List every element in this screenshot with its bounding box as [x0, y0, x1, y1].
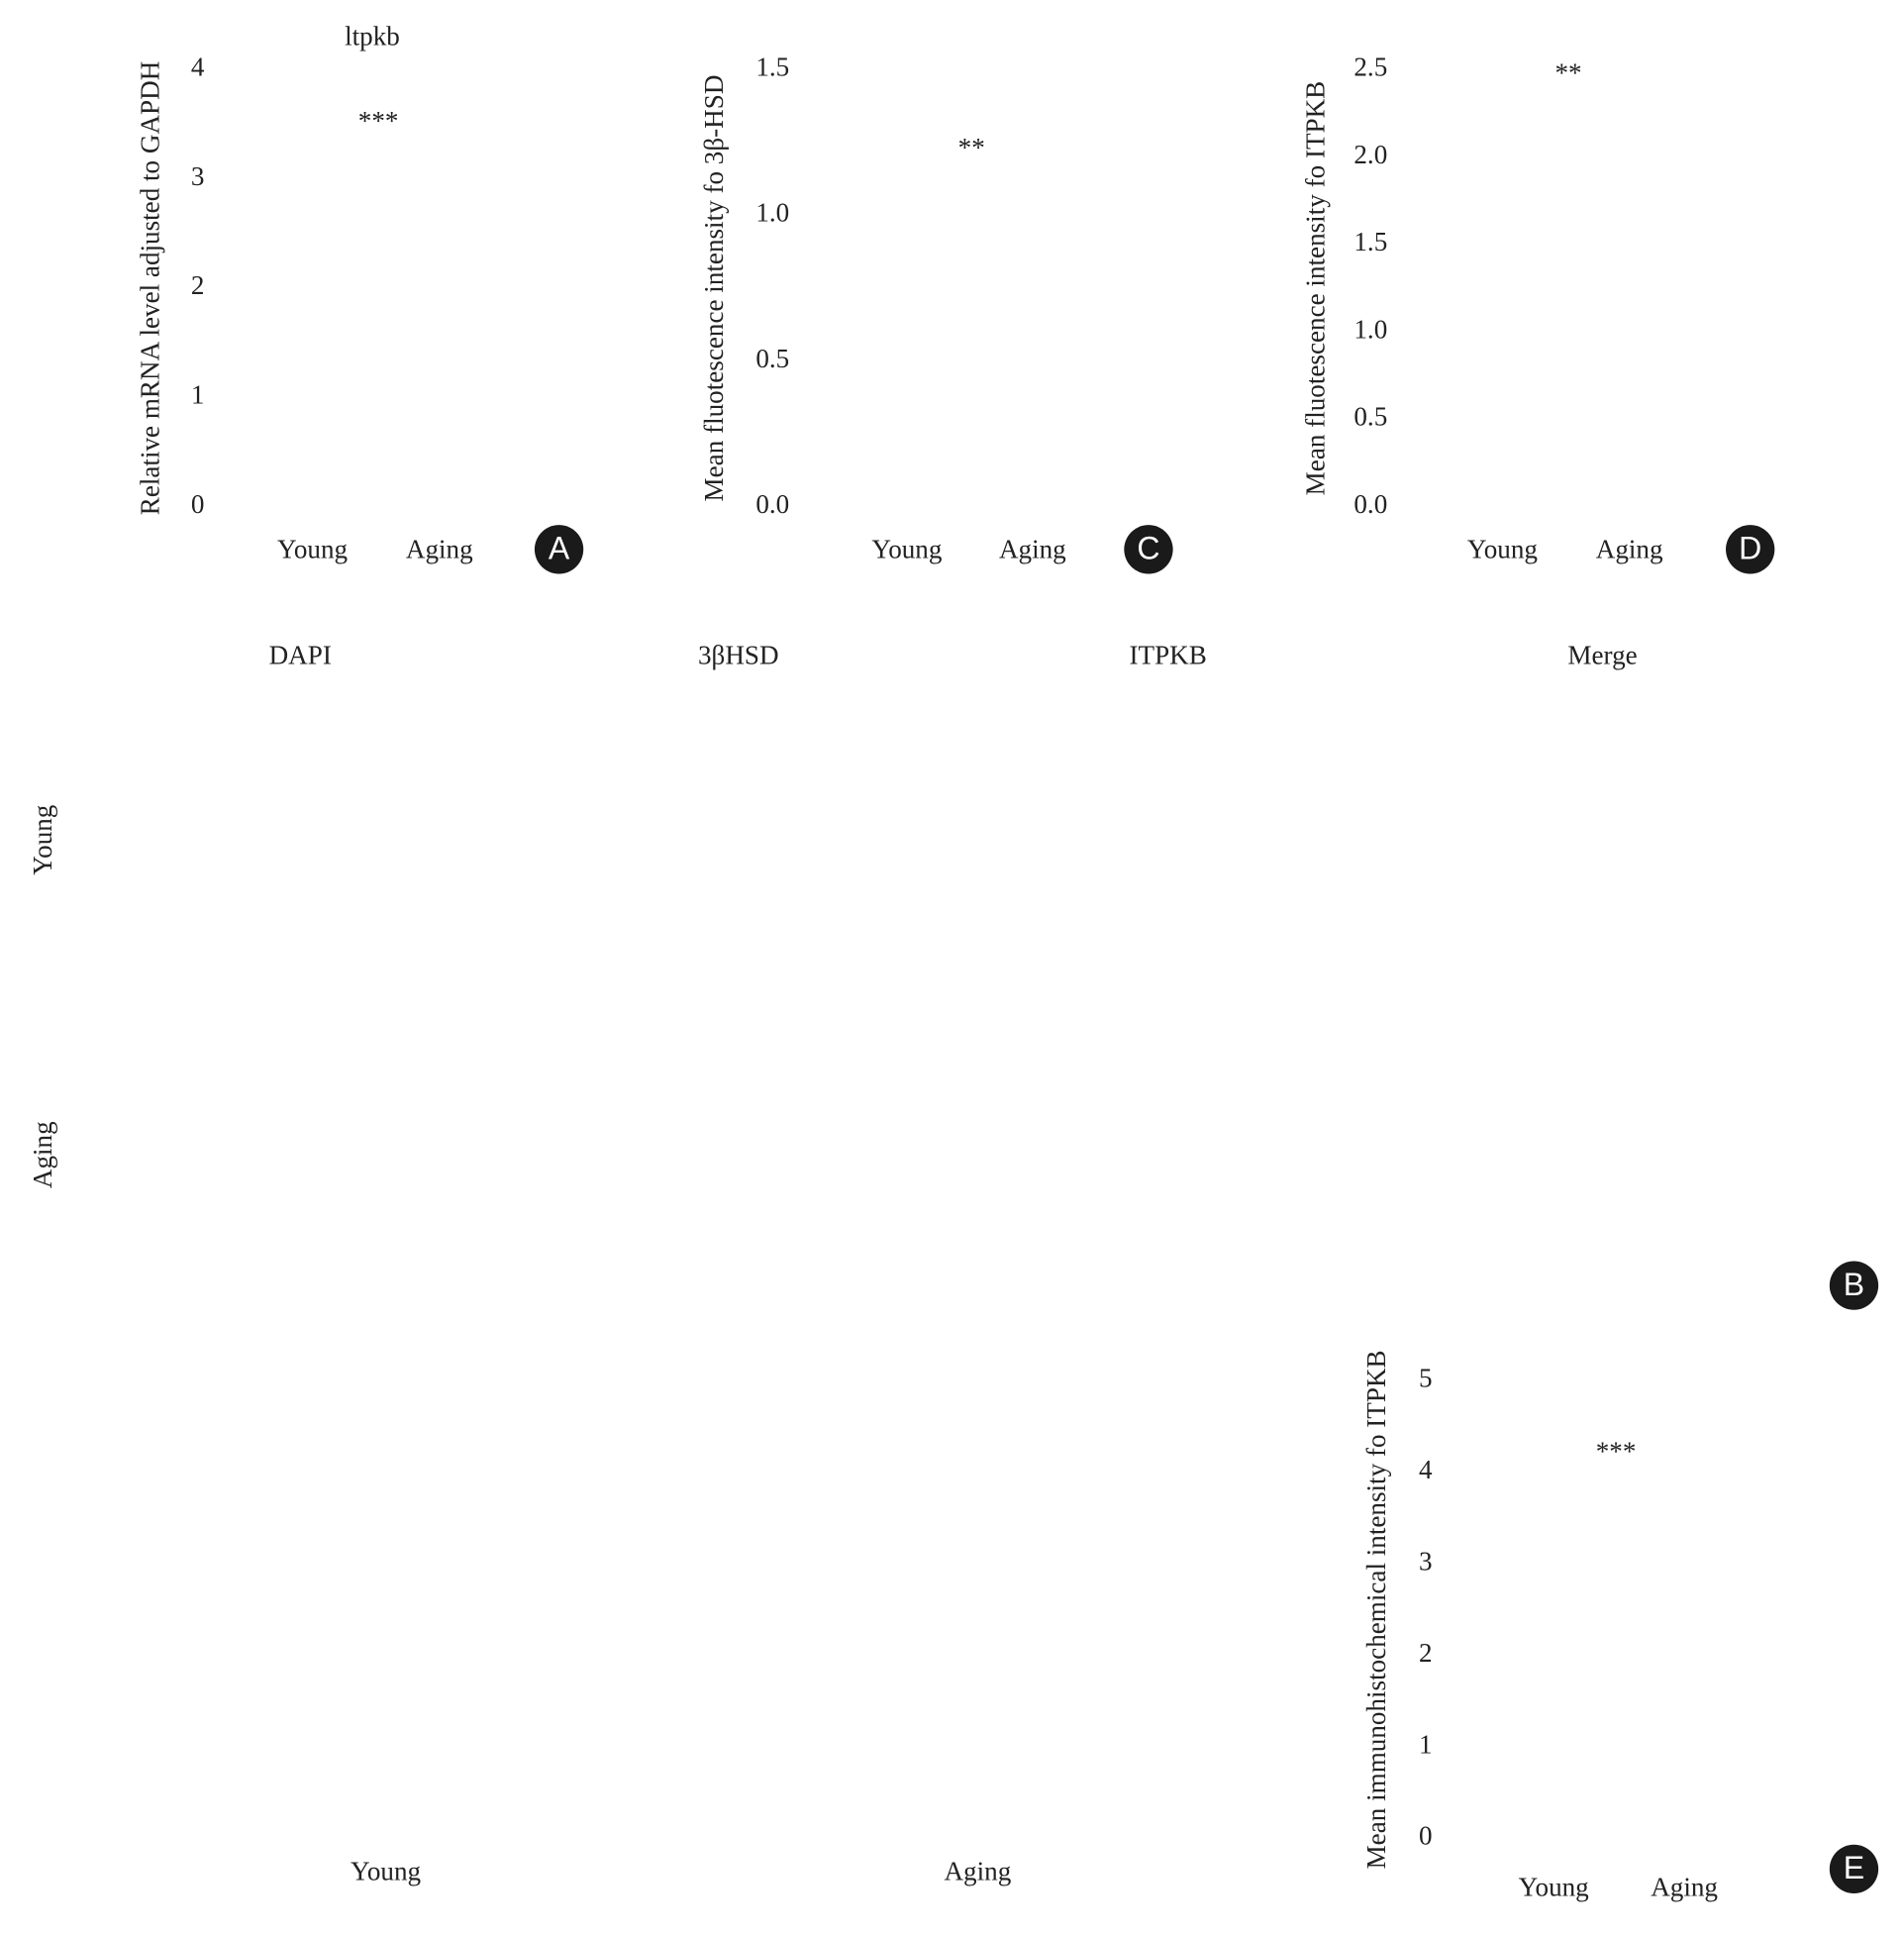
- significance: ***: [358, 106, 399, 136]
- panel-badge: [1829, 1261, 1879, 1310]
- panel-badge: [1726, 525, 1775, 574]
- panel-label: D: [1739, 531, 1761, 566]
- significance: **: [1554, 58, 1581, 88]
- significance: **: [958, 133, 985, 162]
- image-column-label: ITPKB: [1130, 641, 1207, 670]
- x-tick-label: Young: [1519, 1873, 1590, 1902]
- x-tick-label: Young: [277, 534, 349, 563]
- y-tick-label: 0: [191, 489, 205, 519]
- y-tick-label: 1.5: [755, 52, 789, 82]
- y-tick-label: 2: [191, 270, 205, 300]
- image-row-label: Aging: [28, 1121, 57, 1188]
- x-tick-label: Young: [1467, 534, 1539, 563]
- y-tick-label: 0.0: [1353, 489, 1387, 519]
- image-row-label: Young: [28, 804, 57, 875]
- panel-badge: [1124, 525, 1173, 574]
- x-tick-label: Aging: [999, 534, 1066, 563]
- y-tick-label: 4: [191, 52, 205, 82]
- y-tick-label: 0.5: [755, 344, 789, 373]
- y-axis-label: Mean immunohistochemical intensity fo IT…: [1361, 1350, 1391, 1869]
- chart-title: ltpkb: [345, 22, 400, 51]
- image-column-label: Merge: [1567, 641, 1637, 670]
- x-tick-label: Young: [871, 534, 943, 563]
- panel-label: B: [1844, 1267, 1864, 1302]
- panel-label: C: [1137, 531, 1159, 566]
- y-tick-label: 0: [1419, 1821, 1433, 1851]
- y-tick-label: 2.5: [1353, 52, 1387, 82]
- y-tick-label: 1.0: [755, 198, 789, 228]
- y-tick-label: 1: [191, 380, 205, 410]
- y-tick-label: 1.5: [1353, 227, 1387, 256]
- image-label: Young: [351, 1856, 422, 1885]
- x-tick-label: Aging: [406, 534, 473, 563]
- image-column-label: 3βHSD: [698, 641, 779, 670]
- panel-label: E: [1844, 1850, 1864, 1885]
- y-axis-label: Mean fluotescence intensity fo ITPKB: [1301, 81, 1331, 496]
- panel-badge: [1829, 1844, 1879, 1893]
- x-tick-label: Aging: [1596, 534, 1663, 563]
- x-tick-label: Aging: [1651, 1873, 1718, 1902]
- panel-label: A: [549, 531, 570, 566]
- panel-badge: [534, 525, 584, 574]
- y-tick-label: 3: [191, 161, 205, 191]
- significance: ***: [1596, 1436, 1637, 1466]
- image-label: Aging: [944, 1856, 1011, 1885]
- y-tick-label: 0.0: [755, 489, 789, 519]
- y-axis-label: Mean fluotescence intensity fo 3β-HSD: [699, 75, 729, 502]
- y-tick-label: 0.5: [1353, 402, 1387, 432]
- y-tick-label: 5: [1419, 1363, 1433, 1392]
- y-tick-label: 4: [1419, 1455, 1433, 1484]
- y-tick-label: 3: [1419, 1546, 1433, 1576]
- y-axis-label: Relative mRNA level adjusted to GAPDH: [135, 61, 164, 516]
- y-tick-label: 2.0: [1353, 140, 1387, 169]
- y-tick-label: 1.0: [1353, 314, 1387, 344]
- y-tick-label: 2: [1419, 1638, 1433, 1668]
- y-tick-label: 1: [1419, 1729, 1433, 1759]
- image-column-label: DAPI: [269, 641, 332, 670]
